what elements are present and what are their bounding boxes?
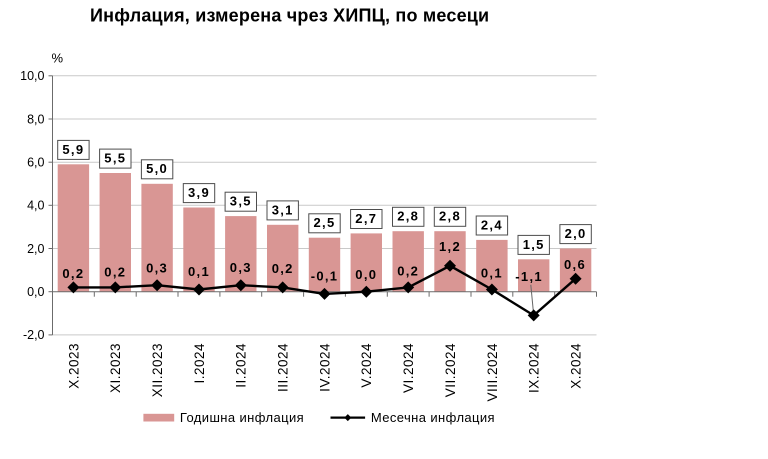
svg-text:Месечна инфлация: Месечна инфлация: [371, 410, 495, 425]
svg-text:4,0: 4,0: [27, 199, 44, 213]
svg-text:10,0: 10,0: [20, 69, 44, 83]
svg-text:2,5: 2,5: [314, 215, 336, 230]
svg-text:2,8: 2,8: [439, 209, 461, 224]
svg-text:XI.2023: XI.2023: [108, 343, 123, 393]
svg-text:VIII.2024: VIII.2024: [485, 343, 500, 402]
svg-text:III.2024: III.2024: [276, 343, 291, 392]
svg-text:Годишна инфлация: Годишна инфлация: [180, 410, 304, 425]
svg-text:2,7: 2,7: [355, 211, 377, 226]
svg-text:Инфлация, измерена чрез ХИПЦ,: Инфлация, измерена чрез ХИПЦ, по месеци: [90, 6, 489, 26]
svg-text:8,0: 8,0: [27, 112, 44, 126]
svg-text:0,2: 0,2: [104, 265, 126, 280]
svg-text:2,0: 2,0: [565, 226, 587, 241]
svg-text:XII.2023: XII.2023: [150, 343, 165, 397]
svg-text:-1,1: -1,1: [515, 269, 543, 284]
svg-text:VI.2024: VI.2024: [401, 343, 416, 393]
svg-text:3,1: 3,1: [272, 202, 294, 217]
svg-text:5,0: 5,0: [146, 161, 168, 176]
svg-text:X.2024: X.2024: [569, 343, 584, 389]
svg-text:2,8: 2,8: [397, 209, 419, 224]
svg-text:6,0: 6,0: [27, 156, 44, 170]
svg-text:IX.2024: IX.2024: [527, 343, 542, 393]
svg-text:VII.2024: VII.2024: [443, 343, 458, 397]
svg-text:0,3: 0,3: [230, 260, 252, 275]
svg-text:IV.2024: IV.2024: [317, 343, 332, 392]
svg-text:0,0: 0,0: [27, 285, 44, 299]
svg-text:0,2: 0,2: [62, 266, 84, 281]
svg-text:0,1: 0,1: [481, 266, 503, 281]
svg-text:0,0: 0,0: [355, 267, 377, 282]
svg-text:0,1: 0,1: [188, 264, 210, 279]
svg-text:5,5: 5,5: [104, 151, 126, 166]
svg-text:1,5: 1,5: [523, 237, 545, 252]
svg-text:II.2024: II.2024: [234, 343, 249, 388]
svg-text:2,0: 2,0: [27, 242, 44, 256]
svg-text:-0,1: -0,1: [311, 268, 339, 283]
svg-text:0,2: 0,2: [272, 261, 294, 276]
svg-text:%: %: [52, 50, 64, 65]
svg-text:5,9: 5,9: [62, 142, 84, 157]
svg-text:3,5: 3,5: [230, 194, 252, 209]
svg-text:I.2024: I.2024: [192, 343, 207, 384]
svg-text:2,4: 2,4: [481, 217, 503, 232]
svg-text:-2,0: -2,0: [23, 328, 45, 342]
svg-text:3,9: 3,9: [188, 185, 210, 200]
svg-text:1,2: 1,2: [439, 239, 461, 254]
svg-text:0,3: 0,3: [146, 261, 168, 276]
svg-text:V.2024: V.2024: [359, 343, 374, 388]
svg-text:X.2023: X.2023: [66, 343, 81, 389]
svg-text:0,6: 0,6: [564, 257, 586, 272]
svg-text:0,2: 0,2: [397, 263, 419, 278]
